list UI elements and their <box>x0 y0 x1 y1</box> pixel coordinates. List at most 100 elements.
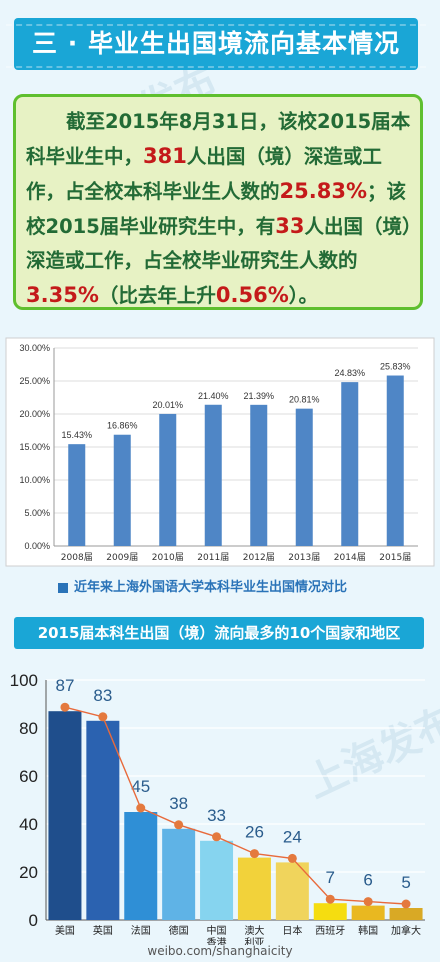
x-tick-label: 2008届 <box>61 552 93 563</box>
data-label: 5 <box>401 873 410 892</box>
trend-point <box>401 899 411 909</box>
summary-part-4: 人出国（境）深造或工作，占全校毕业研究生人数的 <box>26 215 412 272</box>
y-tick-label: 100 <box>10 671 38 690</box>
bar <box>204 404 222 546</box>
y-tick-label: 30.00% <box>19 343 50 353</box>
bar <box>200 840 234 920</box>
x-tick-label: 利亚 <box>244 937 264 945</box>
bar <box>48 711 82 920</box>
chart1-legend: 近年来上海外国语大学本科毕业生出国情况对比 <box>58 576 347 595</box>
x-tick-label: 日本 <box>282 924 302 937</box>
x-tick-label: 香港 <box>207 937 227 945</box>
data-label: 83 <box>93 686 112 705</box>
trend-point <box>60 702 70 712</box>
bar <box>86 720 120 920</box>
y-tick-label: 0 <box>29 911 38 930</box>
data-label: 21.39% <box>243 391 274 401</box>
data-label: 38 <box>169 794 188 813</box>
bar <box>275 862 309 920</box>
trend-point <box>212 832 222 842</box>
x-tick-label: 德国 <box>169 924 189 937</box>
data-label: 33 <box>207 806 226 825</box>
data-label: 45 <box>131 777 150 796</box>
bar <box>113 434 131 546</box>
data-label: 87 <box>55 676 74 695</box>
data-label: 24.83% <box>334 368 365 378</box>
data-label: 6 <box>363 871 372 890</box>
y-tick-label: 20 <box>19 863 38 882</box>
y-tick-label: 20.00% <box>19 409 50 419</box>
x-tick-label: 英国 <box>93 924 113 937</box>
x-tick-label: 美国 <box>55 924 75 937</box>
y-tick-label: 25.00% <box>19 376 50 386</box>
summary-text: 截至2015年8月31日，该校2015届本科毕业生中，381人出国（境）深造或工… <box>26 105 416 313</box>
summary-part-1: 截至2015年8月31日，该校2015届本科毕业生中， <box>26 110 411 168</box>
bar <box>250 404 268 546</box>
trend-point <box>136 803 146 813</box>
summary-part-5: （比去年上升 <box>98 284 216 307</box>
trend-point <box>98 712 108 722</box>
graduate-count: 33 <box>275 214 305 238</box>
y-tick-label: 10.00% <box>19 475 50 485</box>
data-label: 25.83% <box>380 362 411 372</box>
bar <box>162 828 196 920</box>
chart2-title: 2015届本科生出国（境）流向最多的10个国家和地区 <box>14 617 424 649</box>
trend-point <box>325 894 335 904</box>
y-tick-label: 5.00% <box>24 508 50 518</box>
data-label: 24 <box>283 827 302 846</box>
increase-percent: 0.56% <box>215 283 289 307</box>
bar <box>124 812 158 920</box>
trend-point <box>363 897 373 907</box>
summary-part-3: ；该校2015届毕业研究生中，有 <box>26 180 406 238</box>
y-tick-label: 80 <box>19 719 38 738</box>
section-banner: 三 · 毕业生出国境流向基本情况 <box>6 18 426 70</box>
data-label: 21.40% <box>198 391 229 401</box>
undergrad-count: 381 <box>143 144 187 168</box>
y-tick-label: 0.00% <box>24 541 50 551</box>
x-tick-label: 韩国 <box>358 924 378 937</box>
bar <box>237 857 271 920</box>
data-label: 26 <box>245 823 264 842</box>
bar <box>341 382 359 546</box>
bar <box>68 444 86 546</box>
bar <box>295 408 313 546</box>
data-label: 7 <box>326 868 335 887</box>
x-tick-label: 中国 <box>207 924 227 937</box>
x-tick-label: 2010届 <box>152 552 184 563</box>
legend-label: 近年来上海外国语大学本科毕业生出国情况对比 <box>74 580 348 595</box>
y-tick-label: 40 <box>19 815 38 834</box>
data-label: 16.86% <box>107 421 138 431</box>
y-tick-label: 60 <box>19 767 38 786</box>
summary-box: 截至2015年8月31日，该校2015届本科毕业生中，381人出国（境）深造或工… <box>13 94 423 310</box>
trend-point <box>287 853 297 863</box>
x-tick-label: 2014届 <box>334 552 366 563</box>
bar <box>313 903 347 920</box>
bar <box>351 905 385 920</box>
data-label: 15.43% <box>61 430 92 440</box>
study-abroad-rate-chart: 0.00% 5.00% 10.00% 15.00% 20.00% 25.00% 30.00%… <box>5 337 435 567</box>
graduate-percent: 3.35% <box>26 283 99 307</box>
bar <box>159 413 177 546</box>
bar <box>386 375 404 546</box>
x-tick-label: 2009届 <box>106 552 138 563</box>
x-tick-label: 2012届 <box>243 552 275 563</box>
x-tick-label: 法国 <box>131 924 151 937</box>
x-tick-label: 西班牙 <box>315 925 345 937</box>
summary-part-2: 人出国（境）深造或工作，占全校本科毕业生人数的 <box>26 145 382 203</box>
x-tick-label: 澳大 <box>244 924 264 937</box>
undergrad-percent: 25.83% <box>279 179 367 203</box>
trend-point <box>174 820 184 830</box>
data-label: 20.81% <box>289 395 320 405</box>
x-tick-label: 2011届 <box>197 552 229 563</box>
y-tick-label: 15.00% <box>19 442 50 452</box>
trend-line <box>64 706 407 905</box>
footer-credit: weibo.com/shanghaicity <box>147 944 293 958</box>
x-tick-label: 加拿大 <box>391 924 421 937</box>
data-label: 20.01% <box>152 400 183 410</box>
legend-swatch <box>58 582 68 593</box>
summary-part-6: ）。 <box>288 284 318 307</box>
x-tick-label: 2013届 <box>288 552 320 563</box>
section-title: 三 · 毕业生出国境流向基本情况 <box>32 29 400 58</box>
trend-point <box>249 849 259 859</box>
